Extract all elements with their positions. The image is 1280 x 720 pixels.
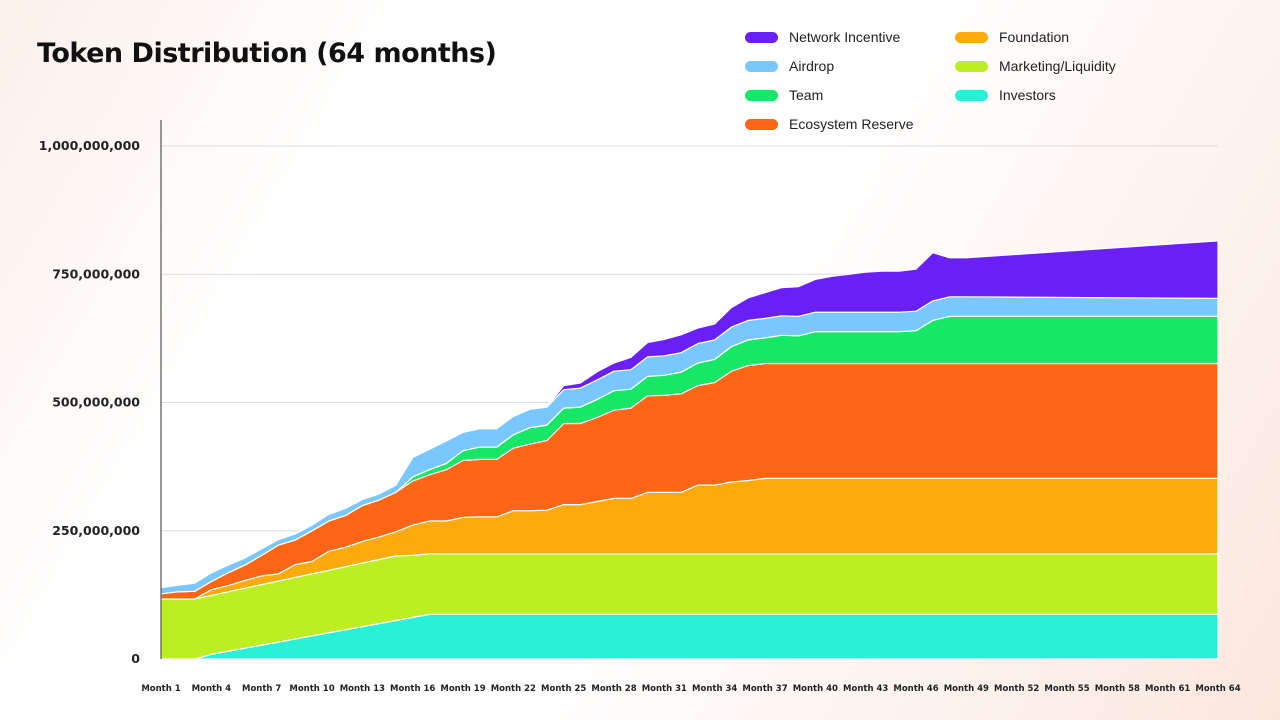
x-tick-label: Month 58 (1095, 684, 1140, 694)
x-tick-label: Month 19 (440, 684, 485, 694)
x-tick-label: Month 46 (893, 684, 938, 694)
x-tick-label: Month 61 (1145, 684, 1190, 694)
x-tick-label: Month 49 (944, 684, 989, 694)
legend-label-ecosystem-reserve: Ecosystem Reserve (789, 116, 914, 132)
y-axis-ticks: 0 250,000,000 500,000,000 750,000,000 1,000,… (39, 138, 141, 666)
x-tick-label: Month 28 (591, 684, 636, 694)
y-tick-label: 0 (131, 651, 140, 666)
legend-label-marketing-liquidity: Marketing/Liquidity (999, 58, 1116, 74)
y-tick-label: 500,000,000 (52, 395, 140, 410)
legend-label-foundation: Foundation (999, 29, 1070, 45)
x-axis-ticks: Month 1 Month 4 Month 7 Month 10 Month 13 Mon… (141, 684, 1240, 694)
legend-swatch-ecosystem-reserve (745, 118, 778, 130)
x-tick-label: Month 31 (642, 684, 687, 694)
x-tick-label: Month 10 (289, 684, 334, 694)
legend-swatch-foundation (955, 31, 988, 43)
x-tick-label: Month 43 (843, 684, 888, 694)
legend-swatch-investors (955, 89, 988, 101)
chart-title: Token Distribution (64 months) (37, 38, 497, 69)
legend-item-investors: Investors (955, 85, 1056, 105)
legend-item-airdrop: Airdrop (745, 56, 834, 76)
x-tick-label: Month 40 (793, 684, 838, 694)
x-tick-label: Month 55 (1044, 684, 1089, 694)
area-network-incentive (160, 240, 1219, 589)
legend-label-airdrop: Airdrop (789, 58, 835, 74)
x-tick-label: Month 22 (491, 684, 536, 694)
legend-swatch-team (745, 89, 778, 101)
legend-item-ecosystem-reserve: Ecosystem Reserve (745, 114, 913, 134)
legend-swatch-airdrop (745, 60, 778, 72)
y-tick-label: 750,000,000 (52, 266, 140, 281)
x-tick-label: Month 37 (742, 684, 787, 694)
x-tick-label: Month 52 (994, 684, 1039, 694)
chart-legend: Network Incentive Foundation Airdrop Mar… (745, 27, 1165, 147)
x-tick-label: Month 13 (340, 684, 385, 694)
y-tick-label: 1,000,000,000 (39, 138, 141, 153)
area-series (160, 240, 1219, 660)
legend-label-network-incentive: Network Incentive (789, 29, 901, 45)
x-tick-label: Month 4 (192, 684, 231, 694)
x-tick-label: Month 1 (141, 684, 180, 694)
x-tick-label: Month 34 (692, 684, 737, 694)
legend-item-foundation: Foundation (955, 27, 1069, 47)
legend-swatch-marketing-liquidity (955, 60, 988, 72)
x-tick-label: Month 25 (541, 684, 586, 694)
legend-item-marketing-liquidity: Marketing/Liquidity (955, 56, 1116, 76)
x-tick-label: Month 64 (1195, 684, 1240, 694)
legend-item-network-incentive: Network Incentive (745, 27, 900, 47)
legend-swatch-network-incentive (745, 31, 778, 43)
legend-label-investors: Investors (999, 87, 1056, 103)
legend-item-team: Team (745, 85, 823, 105)
x-tick-label: Month 7 (242, 684, 281, 694)
y-tick-label: 250,000,000 (52, 523, 140, 538)
legend-label-team: Team (789, 87, 824, 103)
x-tick-label: Month 16 (390, 684, 435, 694)
